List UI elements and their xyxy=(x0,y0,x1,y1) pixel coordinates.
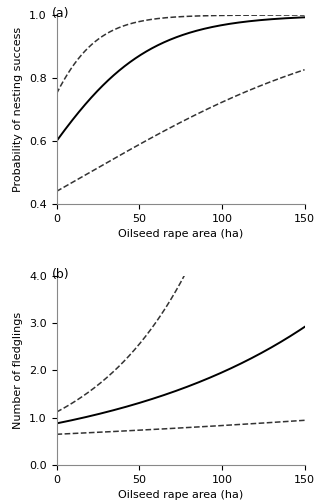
Y-axis label: Number of fledglings: Number of fledglings xyxy=(14,312,24,429)
Text: (b): (b) xyxy=(51,268,69,281)
Text: (a): (a) xyxy=(51,8,69,20)
X-axis label: Oilseed rape area (ha): Oilseed rape area (ha) xyxy=(118,490,243,500)
X-axis label: Oilseed rape area (ha): Oilseed rape area (ha) xyxy=(118,230,243,239)
Y-axis label: Probability of nesting success: Probability of nesting success xyxy=(14,27,24,192)
